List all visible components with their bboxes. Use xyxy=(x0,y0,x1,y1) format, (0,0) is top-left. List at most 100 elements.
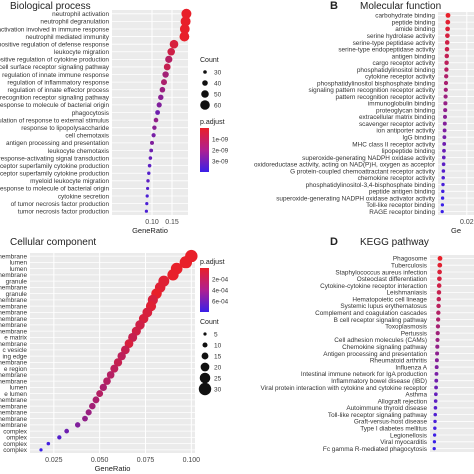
y-tick-label: Cytokine-cytokine receptor interaction xyxy=(320,283,427,290)
data-point xyxy=(440,203,445,207)
colorbar-tick-label: 2e-09 xyxy=(212,147,229,154)
y-tick-label: leukocyte migration xyxy=(54,49,110,56)
data-point xyxy=(445,12,451,18)
y-tick-label: B cell receptor signaling pathway xyxy=(334,317,428,324)
y-tick-label: positive regulation of defense response xyxy=(0,41,109,48)
y-tick-label: membrane xyxy=(0,322,27,329)
y-tick-label: cargo receptor activity xyxy=(372,60,435,67)
legend-size-dot xyxy=(200,100,210,110)
data-point xyxy=(103,377,111,385)
y-tick-label: membrane xyxy=(0,341,27,348)
data-point xyxy=(441,189,445,194)
y-tick-label: regulation of inflammatory response xyxy=(7,79,109,86)
data-point xyxy=(441,162,446,167)
data-point xyxy=(444,74,449,79)
data-point xyxy=(144,209,148,213)
data-point xyxy=(167,47,175,56)
y-tick-label: lumen xyxy=(10,385,28,392)
y-tick-label: Pertussis xyxy=(401,330,427,337)
y-tick-label: serine hydrolase activity xyxy=(367,33,436,40)
y-tick-label: membrane xyxy=(0,253,27,260)
data-point xyxy=(435,324,441,329)
y-tick-label: pattern recognition receptor activity xyxy=(336,94,436,101)
y-tick-label: phosphatidylinositol bisphosphate bindin… xyxy=(317,80,435,87)
data-point xyxy=(434,371,439,376)
data-point xyxy=(434,358,439,363)
data-point xyxy=(444,53,450,59)
legend-size-dot xyxy=(203,332,207,336)
y-tick-label: Toxoplasmosis xyxy=(385,324,427,331)
y-tick-label: Toll-like receptor binding xyxy=(366,202,435,209)
data-point xyxy=(146,186,150,191)
data-point xyxy=(443,80,449,86)
data-point xyxy=(441,182,445,187)
y-tick-label: membrane xyxy=(0,285,27,292)
data-point xyxy=(110,364,119,373)
y-tick-label: Osteoclast differentiation xyxy=(357,276,428,283)
y-tick-label: immunoglobulin binding xyxy=(368,101,436,108)
data-point xyxy=(147,163,152,168)
data-point xyxy=(85,409,92,416)
y-tick-label: cytokine secretion xyxy=(58,193,110,200)
data-point xyxy=(444,46,450,52)
x-tick-label: 0.075 xyxy=(137,457,155,464)
data-point xyxy=(444,40,450,45)
legend-title: Count xyxy=(200,319,219,326)
data-point xyxy=(181,8,192,19)
data-point xyxy=(441,169,446,173)
y-tick-label: membrane xyxy=(0,372,27,379)
data-point xyxy=(442,142,447,146)
y-tick-label: chemokine receptor activity xyxy=(358,175,436,182)
y-tick-label: Complement and coagulation cascades xyxy=(315,310,427,317)
y-tick-label: phosphatidylinositol-3,4-bisphosphate bi… xyxy=(306,182,436,189)
y-tick-label: tumor necrosis factor production xyxy=(18,209,110,216)
panel-title: Cellular component xyxy=(10,237,96,248)
data-point xyxy=(445,26,450,32)
y-tick-label: lumen xyxy=(10,266,28,273)
y-tick-label: neutrophil mediated immunity xyxy=(26,34,110,41)
y-tick-label: receptor superfamily cytokine production xyxy=(0,171,109,178)
x-tick-label: 0.025 xyxy=(45,457,63,464)
x-tick-label: 0.02 xyxy=(460,219,474,226)
y-tick-label: positive regulation of cytokine producti… xyxy=(0,57,109,64)
data-point xyxy=(443,101,448,106)
legend-c: p.adjust 2e-04 4e-04 6e-04 Count 5 10 15 20 25 30 xyxy=(198,259,229,396)
legend-size-label: 10 xyxy=(214,342,222,349)
y-tick-label: phagocytosis xyxy=(72,110,109,117)
colorbar xyxy=(200,268,209,312)
data-point xyxy=(442,135,447,140)
y-tick-label: leukocyte chemotaxis xyxy=(48,148,109,155)
legend-title: p.adjust xyxy=(200,119,225,126)
y-tick-label: cell surface receptor signaling pathway xyxy=(0,64,110,71)
data-point xyxy=(96,390,104,398)
data-point xyxy=(89,402,96,410)
colorbar-tick-label: 3e-09 xyxy=(212,158,229,165)
data-point xyxy=(155,110,161,115)
y-tick-label: Cell adhesion molecules (CAMs) xyxy=(334,337,427,344)
colorbar xyxy=(200,128,209,172)
x-tick-label: 0.10 xyxy=(145,219,159,226)
data-point xyxy=(433,426,437,430)
y-tick-label: membrane xyxy=(0,316,27,323)
data-point xyxy=(443,108,448,113)
data-point xyxy=(179,31,190,42)
y-tick-label: Intestinal immune network for IgA produc… xyxy=(301,371,428,378)
legend-a: Count 30 40 50 60 p.adjust 1e-09 2e-09 3e-09 xyxy=(200,57,229,172)
legend-size-dot xyxy=(200,362,210,372)
data-point xyxy=(435,351,440,356)
y-tick-label: receptor superfamily cytokine production xyxy=(0,163,109,170)
data-point xyxy=(152,125,157,130)
data-point xyxy=(148,156,153,160)
legend-size-dot xyxy=(201,90,209,98)
y-tick-label: signaling pattern recognition receptor a… xyxy=(309,87,436,94)
y-tick-label: Phagosome xyxy=(393,256,428,263)
y-tick-label: membrane xyxy=(0,297,27,304)
plot-background xyxy=(30,253,195,453)
data-point xyxy=(145,202,149,206)
y-tick-label: Inflammatory bowel disease (IBD) xyxy=(331,378,427,385)
y-tick-label: Antigen processing and presentation xyxy=(323,351,427,358)
y-tick-label: lumen xyxy=(10,260,28,267)
data-point xyxy=(99,383,107,391)
